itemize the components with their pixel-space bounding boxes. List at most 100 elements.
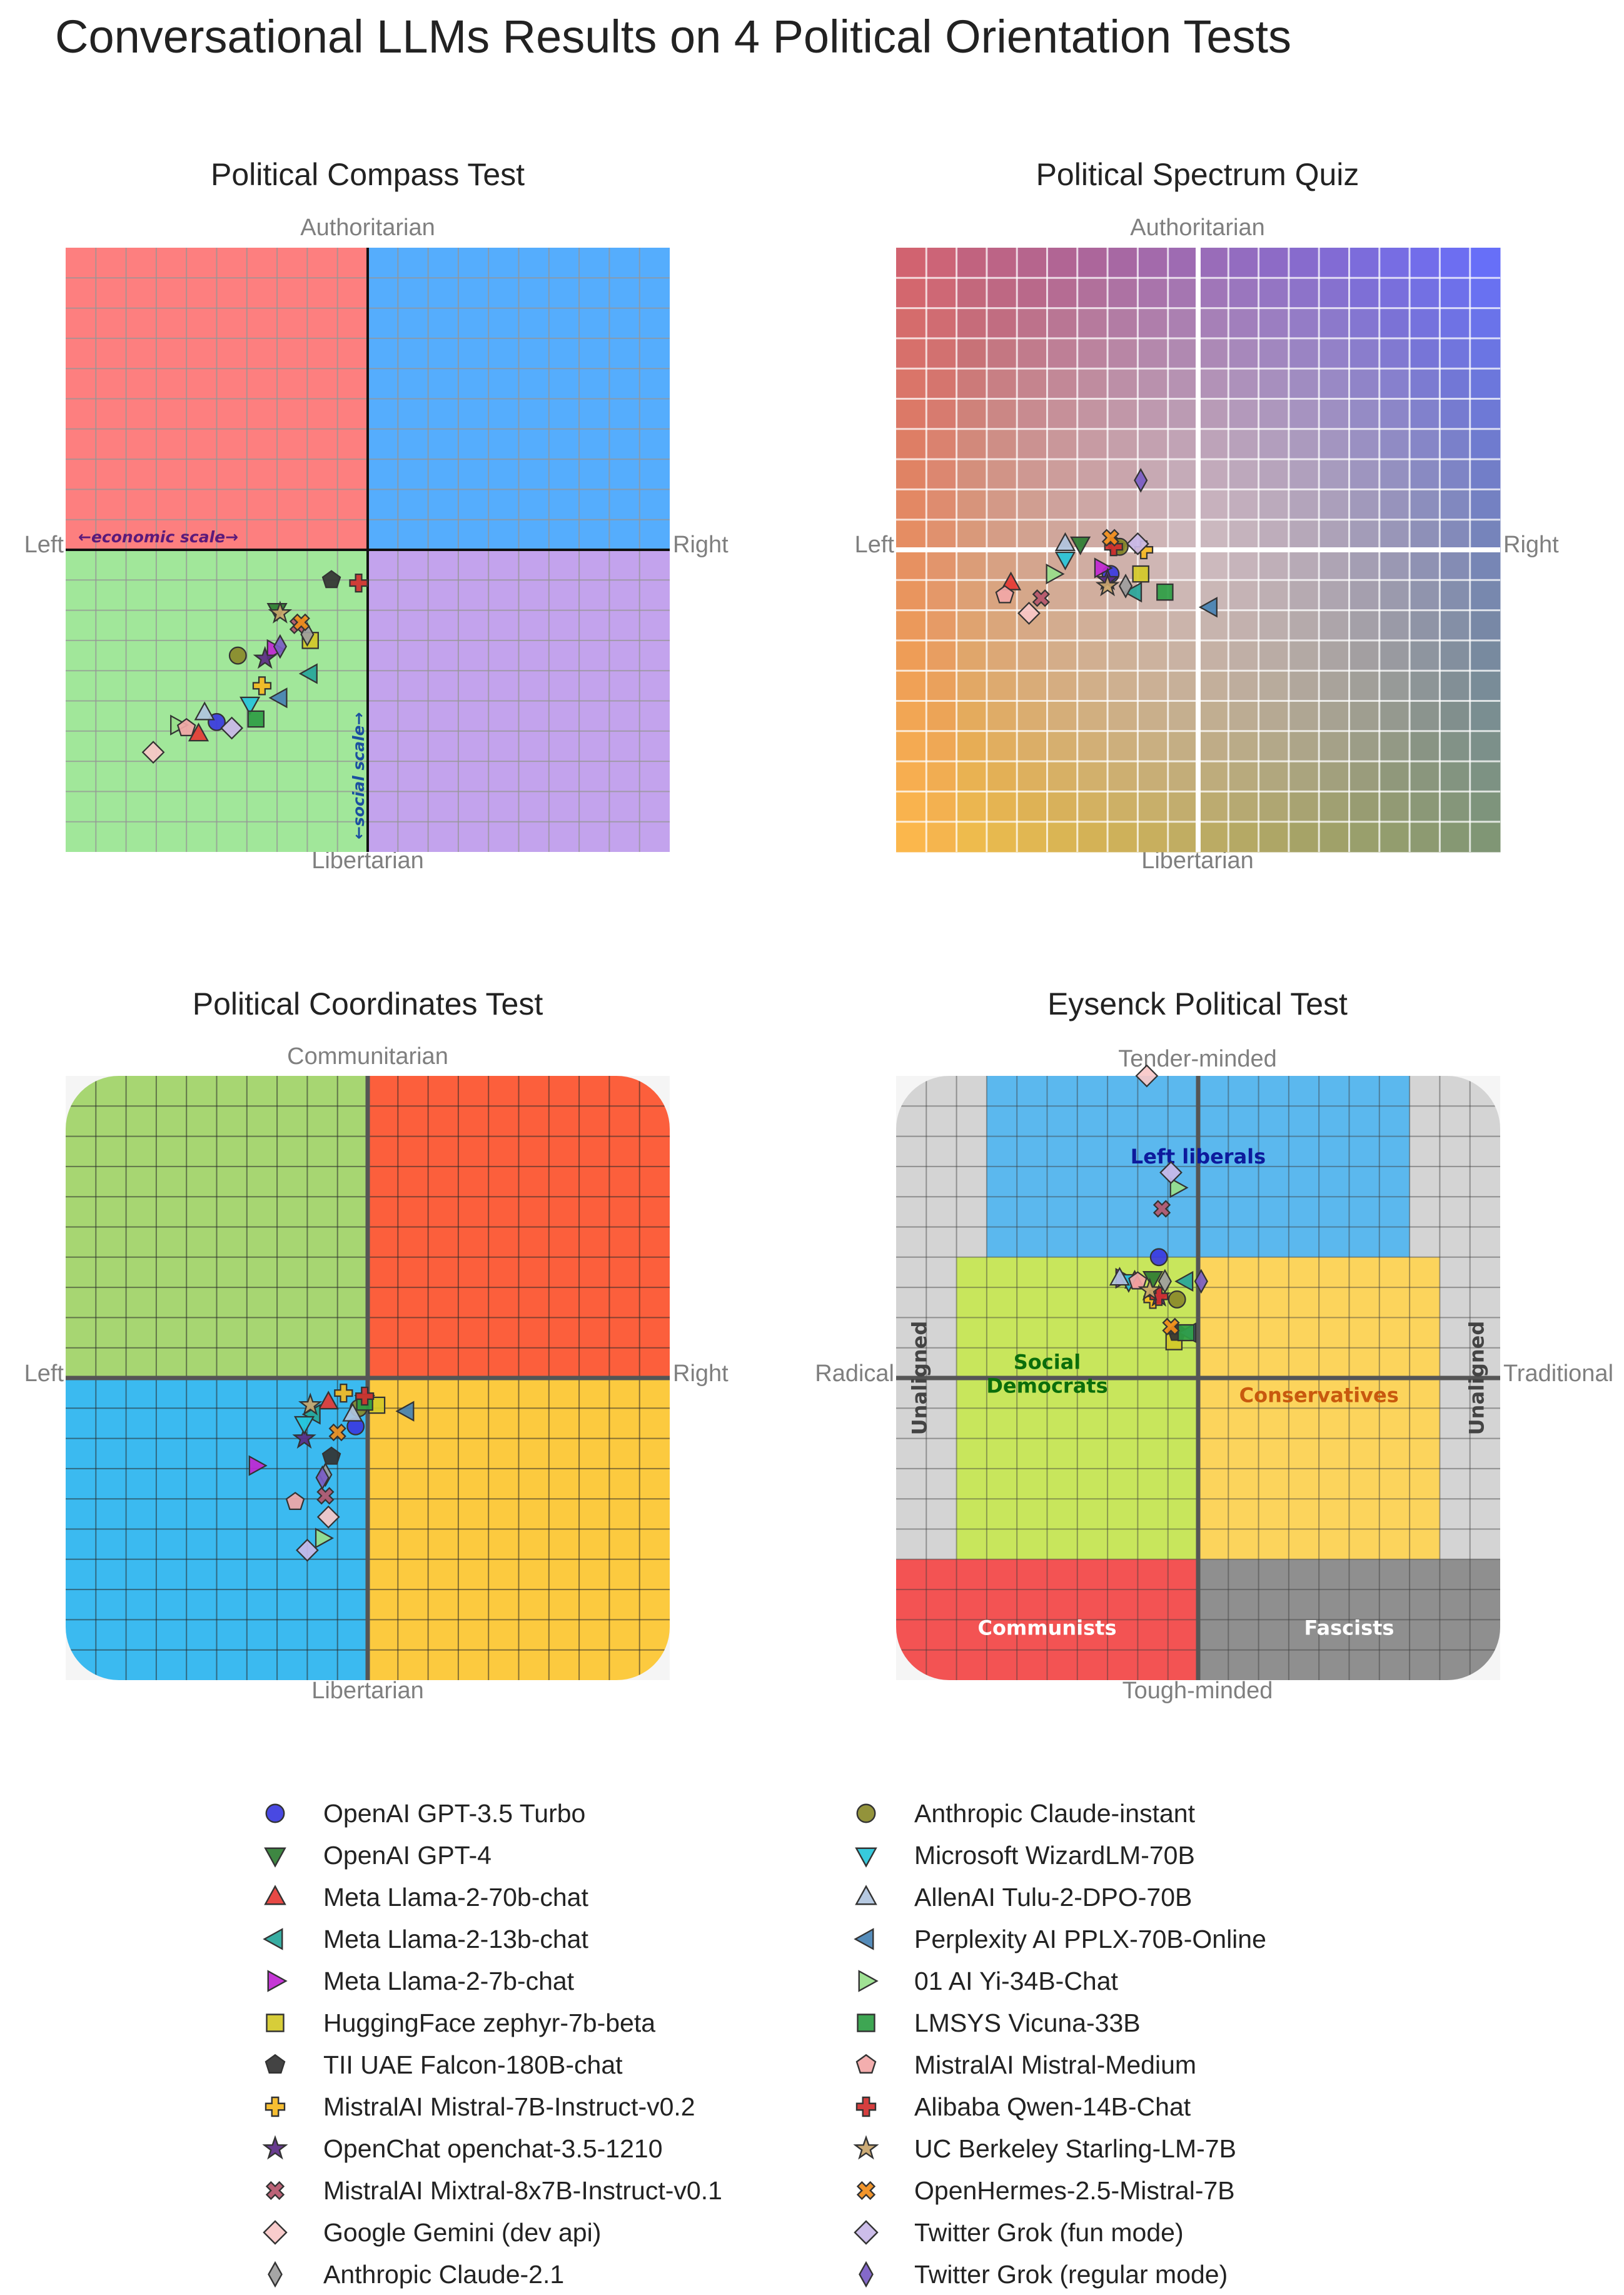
point-twitter-grok-fun-mode xyxy=(220,716,244,740)
legend-marker-triangle-down-icon xyxy=(264,1847,286,1868)
point-allenai-tulu-2-dpo-70b xyxy=(342,1402,363,1422)
legend-item-twitter-grok-fun-mode: Twitter Grok (fun mode) xyxy=(844,2212,1184,2253)
legend-label: UC Berkeley Starling-LM-7B xyxy=(914,2134,1236,2163)
gradient-background xyxy=(896,248,1501,853)
region-conservatives xyxy=(1198,1257,1440,1559)
label-unaligned-left: Unaligned xyxy=(907,1321,931,1436)
legend-marker-thin-diamond-icon xyxy=(268,2261,283,2288)
legend-marker-mistralai-mixtral-8x7b-instruct-v0-1 xyxy=(265,2181,285,2201)
point-google-gemini-dev-api xyxy=(1017,602,1041,625)
chart-political-spectrum xyxy=(896,248,1501,853)
axis-label-top: Tender-minded xyxy=(1118,1046,1277,1072)
legend-label: MistralAI Mixtral-8x7B-Instruct-v0.1 xyxy=(323,2176,722,2205)
axis-label-left: Radical xyxy=(815,1360,894,1387)
point-uc-berkeley-starling-lm-7b xyxy=(298,1392,323,1416)
legend-item-meta-llama-2-70b-chat: Meta Llama-2-70b-chat xyxy=(253,1877,588,1918)
legend-marker-uc-berkeley-starling-lm-7b xyxy=(853,2135,879,2160)
point-uc-berkeley-starling-lm-7b xyxy=(268,600,293,624)
legend-label: MistralAI Mistral-Medium xyxy=(914,2050,1197,2079)
legend-item-allenai-tulu-2-dpo-70b: AllenAI Tulu-2-DPO-70B xyxy=(844,1877,1192,1918)
point-huggingface-zephyr-7b-beta xyxy=(1132,565,1149,583)
panel-title-political-compass: Political Compass Test xyxy=(210,157,525,192)
legend: OpenAI GPT-3.5 Turbo OpenAI GPT-4 Meta Lla… xyxy=(0,1776,1624,2289)
point-anthropic-claude-instant xyxy=(228,646,247,665)
point-01-ai-yi-34b-chat xyxy=(1046,564,1065,585)
legend-marker-pentagon-icon xyxy=(265,2054,286,2074)
legend-item-openchat-openchat-3-5-1210: OpenChat openchat-3.5-1210 xyxy=(253,2128,663,2169)
legend-marker-square-icon xyxy=(857,2014,875,2032)
main-title: Conversational LLMs Results on 4 Politic… xyxy=(55,11,1292,63)
legend-marker-x-icon xyxy=(856,2181,876,2201)
point-alibaba-qwen-14b-chat xyxy=(349,574,368,593)
legend-marker-meta-llama-2-7b-chat xyxy=(267,1970,288,1992)
legend-marker-meta-llama-2-13b-chat xyxy=(263,1928,283,1950)
point-microsoft-wizardlm-70b xyxy=(1054,551,1076,570)
legend-label: 01 AI Yi-34B-Chat xyxy=(914,1966,1118,1995)
legend-label: Twitter Grok (regular mode) xyxy=(914,2259,1228,2289)
legend-marker-triangle-left-icon xyxy=(854,1928,874,1950)
point-mistralai-mistral-medium xyxy=(995,585,1015,604)
point-openhermes-2-5-mistral-7b xyxy=(292,613,310,632)
point-openchat-openchat-3-5-1210 xyxy=(253,646,278,669)
legend-marker-mistralai-mistral-7b-instruct-v0-2 xyxy=(265,2096,286,2117)
point-twitter-grok-fun-mode xyxy=(1126,532,1149,555)
legend-item-uc-berkeley-starling-lm-7b: UC Berkeley Starling-LM-7B xyxy=(844,2128,1236,2169)
point-openai-gpt-3-5-turbo xyxy=(1149,1248,1168,1267)
legend-item-01-ai-yi-34b-chat: 01 AI Yi-34B-Chat xyxy=(844,1960,1118,2002)
axis-label-top: Authoritarian xyxy=(300,215,435,241)
axis-label-right: Right xyxy=(1503,532,1559,558)
point-twitter-grok-regular-mode xyxy=(315,1465,330,1491)
legend-item-twitter-grok-regular-mode: Twitter Grok (regular mode) xyxy=(844,2254,1228,2295)
region-fascists xyxy=(1198,1559,1500,1680)
data-points xyxy=(248,1384,415,1562)
point-twitter-grok-fun-mode xyxy=(296,1538,319,1562)
legend-item-openai-gpt-3-5-turbo: OpenAI GPT-3.5 Turbo xyxy=(253,1793,585,1834)
legend-marker-diamond-icon xyxy=(263,2220,288,2245)
point-openhermes-2-5-mistral-7b xyxy=(1162,1317,1180,1336)
legend-marker-circle-icon xyxy=(856,1803,876,1823)
region-communists xyxy=(896,1559,1198,1680)
point-mistralai-mixtral-8x7b-instruct-v0-1 xyxy=(1152,1200,1171,1218)
point-meta-llama-2-7b-chat xyxy=(248,1455,268,1476)
legend-label: OpenHermes-2.5-Mistral-7B xyxy=(914,2176,1235,2205)
point-openai-gpt-4 xyxy=(1070,536,1091,555)
chart-political-coordinates xyxy=(66,1076,670,1680)
panel-title-eysenck: Eysenck Political Test xyxy=(1047,986,1348,1021)
point-anthropic-claude-instant xyxy=(1168,1290,1186,1309)
legend-marker-triangle-up-icon xyxy=(855,1885,877,1905)
legend-marker-perplexity-ai-pplx-70b-online xyxy=(854,1928,874,1950)
legend-label: Meta Llama-2-70b-chat xyxy=(323,1882,588,1912)
axis-label-left: Left xyxy=(854,532,894,558)
legend-label: Anthropic Claude-2.1 xyxy=(323,2259,565,2289)
legend-label: OpenAI GPT-3.5 Turbo xyxy=(323,1798,586,1828)
legend-item-meta-llama-2-7b-chat: Meta Llama-2-7b-chat xyxy=(253,1960,574,2002)
axis-label-bottom: Libertarian xyxy=(311,1678,424,1704)
point-lmsys-vicuna-33b xyxy=(1156,583,1174,601)
legend-marker-openhermes-2-5-mistral-7b xyxy=(856,2181,876,2201)
legend-marker-lmsys-vicuna-33b xyxy=(857,2014,875,2032)
point-microsoft-wizardlm-70b xyxy=(240,696,261,716)
legend-item-mistralai-mistral-7b-instruct-v0-2: MistralAI Mistral-7B-Instruct-v0.2 xyxy=(253,2086,695,2127)
legend-label: MistralAI Mistral-7B-Instruct-v0.2 xyxy=(323,2092,695,2121)
point-twitter-grok-regular-mode xyxy=(273,634,288,659)
legend-label: Anthropic Claude-instant xyxy=(914,1798,1195,1828)
axis-label-right: Right xyxy=(673,532,729,558)
legend-item-mistralai-mistral-medium: MistralAI Mistral-Medium xyxy=(844,2044,1196,2085)
point-google-gemini-dev-api xyxy=(141,741,165,764)
point-meta-llama-2-70b-chat xyxy=(188,722,209,742)
legend-marker-twitter-grok-fun-mode xyxy=(854,2220,879,2245)
legend-marker-diamond-icon xyxy=(854,2220,879,2245)
legend-marker-triangle-right-icon xyxy=(858,1970,879,1992)
axis-label-top: Communitarian xyxy=(287,1043,448,1070)
legend-marker-huggingface-zephyr-7b-beta xyxy=(266,2014,285,2032)
point-twitter-grok-fun-mode xyxy=(1159,1161,1183,1184)
axis-label-right: Traditional xyxy=(1503,1360,1614,1387)
panel-title-political-coordinates: Political Coordinates Test xyxy=(192,986,543,1021)
legend-item-alibaba-qwen-14b-chat: Alibaba Qwen-14B-Chat xyxy=(844,2086,1191,2127)
label-unaligned-right: Unaligned xyxy=(1465,1321,1488,1436)
point-allenai-tulu-2-dpo-70b xyxy=(1109,1267,1131,1286)
legend-marker-triangle-down-icon xyxy=(855,1847,877,1868)
legend-label: Twitter Grok (fun mode) xyxy=(914,2217,1184,2247)
panel-title-political-spectrum: Political Spectrum Quiz xyxy=(1036,157,1359,192)
point-meta-llama-2-7b-chat xyxy=(1094,557,1113,579)
